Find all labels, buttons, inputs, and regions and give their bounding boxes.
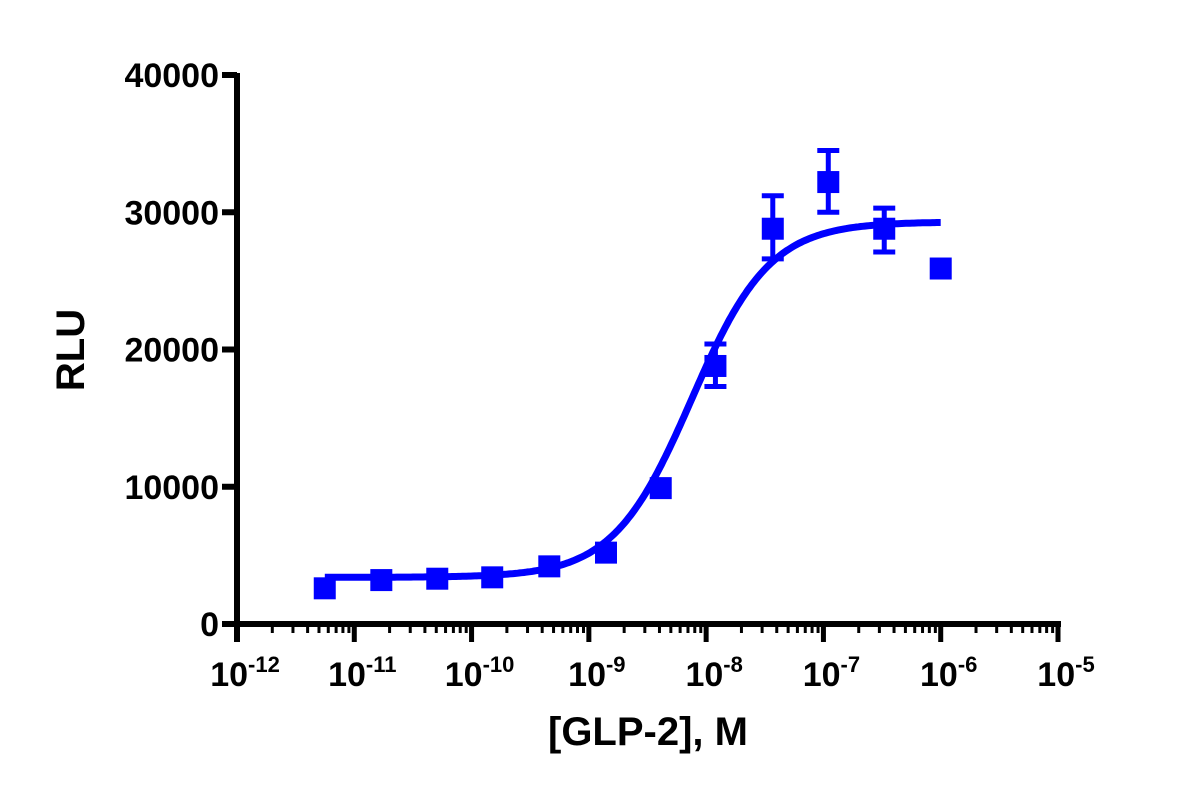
- x-tick-label: 10-9: [568, 652, 625, 694]
- x-tick-label: 10-12: [210, 652, 280, 694]
- fit-curve: [324, 219, 941, 581]
- y-axis-title: RLU: [49, 309, 93, 391]
- data-point: [370, 569, 393, 592]
- square-marker: [649, 477, 672, 500]
- x-tick-label: 10-11: [328, 652, 396, 694]
- square-marker: [761, 217, 784, 240]
- axes: 0 10000 20000 30000 40000 10-12 10-11 10-10 10-9…: [124, 57, 1094, 694]
- data-point: [426, 567, 449, 590]
- square-marker: [370, 569, 393, 592]
- y-tick-label: 40000: [124, 57, 219, 95]
- data-point: [929, 257, 952, 280]
- data-point: [873, 205, 896, 255]
- data-point: [704, 341, 727, 390]
- y-tick-label: 0: [200, 606, 219, 644]
- square-marker: [313, 577, 336, 600]
- y-tick-label: 10000: [124, 469, 219, 507]
- plot-area: [313, 147, 952, 600]
- data-point: [313, 577, 336, 600]
- data-point: [761, 193, 784, 262]
- x-tick-label: 10-10: [445, 652, 515, 694]
- data-point: [538, 555, 561, 578]
- square-marker: [704, 354, 727, 377]
- square-marker: [538, 555, 561, 578]
- square-marker: [817, 171, 840, 194]
- data-point: [649, 477, 672, 500]
- y-tick-label: 20000: [124, 332, 219, 370]
- x-tick-label: 10-6: [920, 652, 977, 694]
- x-tick-label: 10-8: [685, 652, 742, 694]
- square-marker: [426, 567, 449, 590]
- data-point: [481, 566, 504, 589]
- square-marker: [594, 541, 617, 564]
- x-tick-label: 10-5: [1037, 652, 1094, 694]
- x-axis-title: [GLP-2], M: [548, 710, 748, 754]
- square-marker: [873, 217, 896, 240]
- y-tick-label: 30000: [124, 194, 219, 232]
- data-point: [817, 147, 840, 215]
- square-marker: [481, 566, 504, 589]
- data-point: [594, 541, 617, 564]
- x-tick-label: 10-7: [803, 652, 860, 694]
- square-marker: [929, 257, 952, 280]
